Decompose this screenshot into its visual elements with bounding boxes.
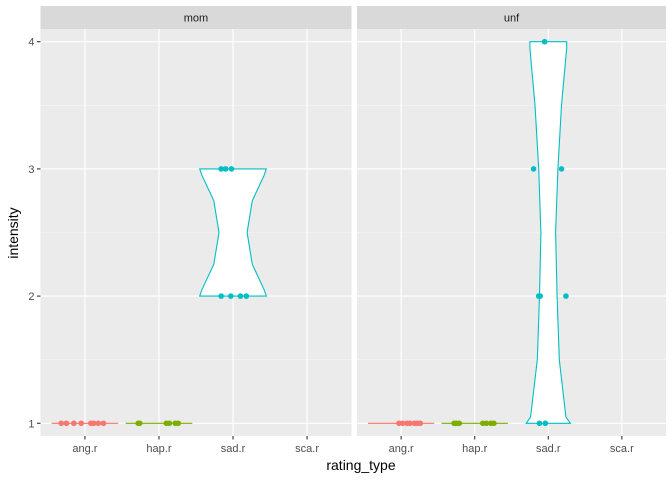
- data-point-ang.r: [78, 420, 85, 427]
- panel-mom: mom: [40, 6, 352, 436]
- x-tick-label: ang.r: [72, 443, 97, 455]
- data-point-sad.r: [542, 420, 549, 427]
- x-tick-label: ang.r: [389, 443, 414, 455]
- data-point-hap.r: [456, 420, 463, 427]
- data-point-hap.r: [175, 420, 182, 427]
- y-tick-label: 2: [28, 291, 34, 303]
- x-tick-label: hap.r: [146, 443, 171, 455]
- data-point-sad.r: [541, 38, 548, 45]
- data-point-sad.r: [237, 293, 244, 299]
- y-tick-label: 1: [28, 418, 34, 430]
- x-axis: ang.r hap.r sad.r sca.r ang.r hap.r sad.r sca.r: [72, 436, 634, 455]
- panel-strip-label: unf: [504, 13, 520, 25]
- data-point-hap.r: [483, 420, 490, 427]
- data-point-ang.r: [91, 420, 97, 427]
- data-point-sad.r: [222, 166, 229, 172]
- y-axis: 1 2 3 4: [28, 37, 41, 430]
- data-point-sad.r: [563, 293, 569, 299]
- violin-sad.r: [198, 168, 268, 297]
- y-tick-label: 4: [28, 37, 34, 49]
- data-point-sad.r: [537, 293, 543, 299]
- data-point-sad.r: [218, 293, 224, 299]
- data-point-sad.r: [228, 293, 234, 299]
- data-point-ang.r: [407, 420, 413, 427]
- data-point-ang.r: [399, 420, 406, 427]
- x-tick-label: sca.r: [610, 443, 634, 455]
- x-tick-label: hap.r: [462, 443, 487, 455]
- data-point-ang.r: [63, 420, 70, 427]
- violin-sad.r: [525, 41, 572, 424]
- data-point-sad.r: [558, 166, 565, 172]
- data-point-hap.r: [491, 420, 497, 427]
- panel-strip-label: mom: [184, 13, 208, 25]
- data-point-sad.r: [228, 166, 235, 172]
- panel-strip: [40, 6, 352, 29]
- panel-unf: unf: [357, 6, 666, 436]
- data-point-ang.r: [100, 420, 107, 427]
- panels: mom unf: [40, 6, 666, 436]
- y-axis-title: intensity: [5, 207, 21, 258]
- data-point-ang.r: [95, 420, 102, 427]
- x-tick-label: sad.r: [536, 443, 561, 455]
- data-point-ang.r: [71, 420, 77, 427]
- data-point-ang.r: [417, 420, 424, 427]
- data-point-sad.r: [536, 420, 543, 427]
- x-axis-title: rating_type: [326, 457, 395, 473]
- panel-strip: [357, 6, 666, 29]
- data-point-sad.r: [218, 166, 224, 172]
- y-tick-label: 3: [28, 164, 34, 176]
- data-point-sad.r: [530, 166, 537, 172]
- data-point-hap.r: [136, 420, 143, 427]
- x-tick-label: sad.r: [221, 443, 246, 455]
- x-tick-label: sca.r: [295, 443, 319, 455]
- data-point-sad.r: [243, 293, 250, 299]
- data-point-ang.r: [58, 420, 65, 427]
- data-point-hap.r: [166, 420, 173, 427]
